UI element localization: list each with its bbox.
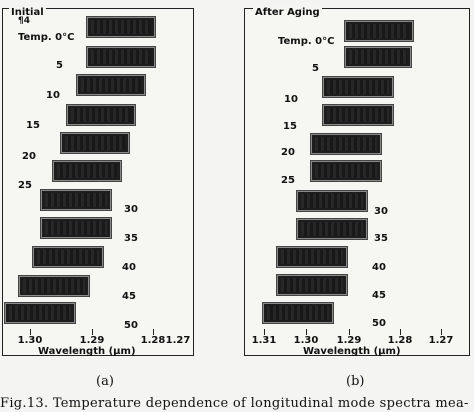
panel-b-spectrum-5 — [310, 160, 382, 182]
panel-a-spectrum-4 — [60, 132, 130, 154]
panel-a-temp-50: 50 — [124, 320, 138, 331]
panel-a-tick — [92, 329, 93, 335]
panel-a-tick-label: 1.30 — [17, 335, 43, 346]
panel-a-temp-5: 5 — [56, 60, 63, 71]
panel-a-temp-10: 10 — [46, 90, 60, 101]
panel-a-spectrum-7 — [40, 217, 112, 239]
panel-a-spectrum-5 — [52, 160, 122, 182]
panel-b-tick — [349, 329, 350, 335]
panel-a-spectrum-8 — [32, 246, 104, 268]
figure-caption: Fig.13. Temperature dependence of longit… — [0, 396, 469, 411]
panel-a-temp-0: Temp. 0°C — [18, 32, 75, 43]
panel-a-temp-40: 40 — [122, 262, 136, 273]
panel-b-spectrum-9 — [276, 274, 348, 296]
panel-a-temp-15: 15 — [26, 120, 40, 131]
panel-a-tick — [30, 329, 31, 335]
panel-b-temp-20: 20 — [281, 147, 295, 158]
panel-b-tick-label: 1.28 — [387, 335, 413, 346]
panel-a-temp-25: 25 — [18, 180, 32, 191]
panel-b-tick — [264, 329, 265, 335]
panel-a-spectrum-6 — [40, 189, 112, 211]
panel-a-tick-label: 1.28 — [140, 335, 166, 346]
panel-a-temp-20: 20 — [22, 151, 36, 162]
panel-b-temp-0: Temp. 0°C — [278, 36, 335, 47]
panel-a-spectrum-2 — [76, 74, 146, 96]
panel-b-spectrum-6 — [296, 190, 368, 212]
panel-a-heading: Initial — [9, 7, 46, 18]
subfigure-label-a: (a) — [96, 374, 114, 389]
panel-a-spectrum-9 — [18, 275, 90, 297]
panel-b-spectrum-3 — [322, 104, 394, 126]
panel-b-spectrum-0 — [344, 20, 414, 42]
subfigure-label-b: (b) — [346, 374, 365, 389]
panel-a-temp-30: 30 — [124, 204, 138, 215]
panel-b-temp-10: 10 — [284, 94, 298, 105]
panel-b-spectrum-8 — [276, 246, 348, 268]
panel-a-axis-label: Wavelength (μm) — [38, 346, 136, 357]
panel-b-tick-label: 1.30 — [293, 335, 319, 346]
panel-b-temp-25: 25 — [281, 175, 295, 186]
panel-a-tick-label: 1.29 — [79, 335, 105, 346]
panel-b-temp-35: 35 — [374, 233, 388, 244]
panel-b-spectrum-4 — [310, 133, 382, 155]
panel-b-temp-40: 40 — [372, 262, 386, 273]
panel-b-temp-5: 5 — [312, 63, 319, 74]
panel-b-tick — [441, 329, 442, 335]
panel-b-tick-label: 1.27 — [428, 335, 454, 346]
panel-a-tick — [153, 329, 154, 335]
panel-a-spectrum-0 — [86, 16, 156, 38]
panel-b-spectrum-2 — [322, 76, 394, 98]
panel-b-heading: After Aging — [253, 7, 322, 18]
panel-b-tick-label: 1.31 — [251, 335, 277, 346]
panel-b-temp-45: 45 — [372, 290, 386, 301]
panel-a-spectrum-10 — [4, 302, 76, 324]
panel-a-temp-35: 35 — [124, 233, 138, 244]
panel-b-tick-label: 1.29 — [336, 335, 362, 346]
panel-b-spectrum-10 — [262, 302, 334, 324]
panel-b-temp-50: 50 — [372, 318, 386, 329]
panel-a-spectrum-1 — [86, 46, 156, 68]
panel-b-spectrum-7 — [296, 218, 368, 240]
panel-a-spectrum-3 — [66, 104, 136, 126]
panel-b-temp-30: 30 — [374, 206, 388, 217]
panel-b-tick — [306, 329, 307, 335]
panel-b-tick — [400, 329, 401, 335]
panel-a-tick-label: 1.27 — [165, 335, 191, 346]
panel-a-stray-mark: ¶4 — [18, 16, 30, 26]
panel-a-temp-45: 45 — [122, 291, 136, 302]
panel-b-temp-15: 15 — [283, 121, 297, 132]
panel-b-axis-label: Wavelength (μm) — [303, 346, 401, 357]
panel-b-spectrum-1 — [344, 46, 412, 68]
